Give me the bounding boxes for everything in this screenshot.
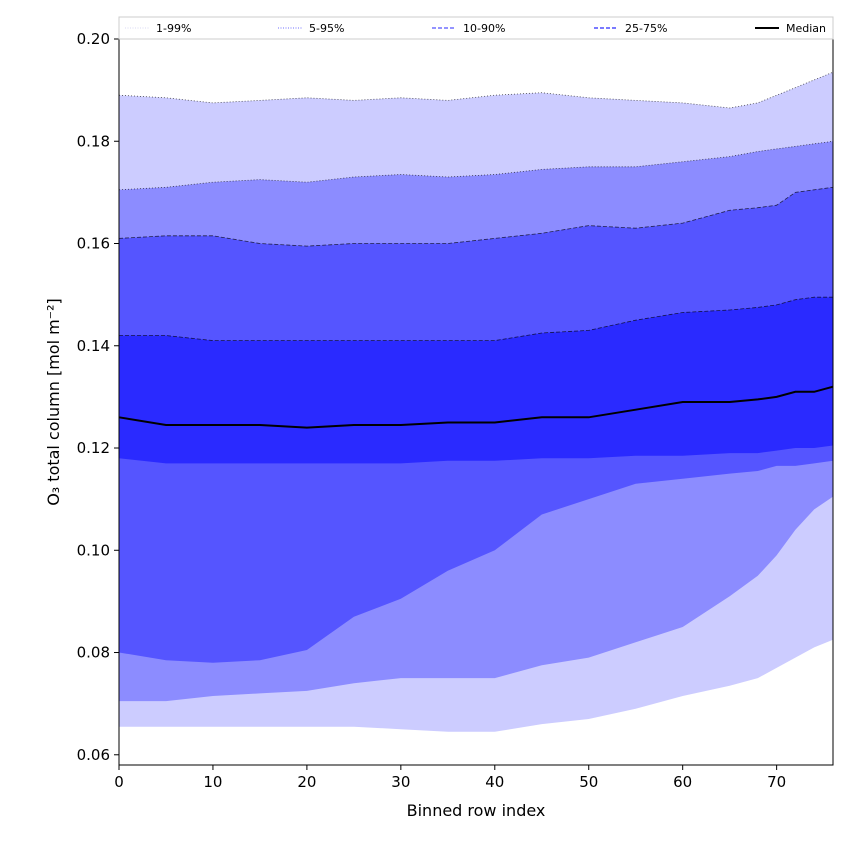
x-tick-label: 50 <box>579 773 598 791</box>
median-layer <box>118 385 834 429</box>
y-tick-label: 0.14 <box>77 337 110 355</box>
x-axis-label: Binned row index <box>407 801 546 820</box>
y-axis-label: O₃ total column [mol m⁻²] <box>44 298 63 506</box>
legend-label: 25-75% <box>625 22 667 35</box>
median-line <box>118 385 834 429</box>
legend-label: 10-90% <box>463 22 505 35</box>
x-tick-label: 30 <box>391 773 410 791</box>
x-tick-label: 70 <box>767 773 786 791</box>
band-edge-5-95% <box>118 140 834 191</box>
x-tick-label: 10 <box>203 773 222 791</box>
y-tick-label: 0.12 <box>77 439 110 457</box>
x-tick-label: 40 <box>485 773 504 791</box>
band-layer <box>118 71 834 732</box>
band-edge-25-75% <box>119 296 833 342</box>
x-axis: 0 10 20 30 40 50 60 70 <box>114 765 786 791</box>
y-tick-label: 0.10 <box>77 541 110 559</box>
x-tick-label: 0 <box>114 773 124 791</box>
band-25-75% <box>119 297 833 464</box>
x-tick-label: 20 <box>297 773 316 791</box>
band-edge-10-90% <box>118 186 834 247</box>
band-edge-1-99% <box>118 71 834 109</box>
legend-label: 5-95% <box>309 22 344 35</box>
legend-label: Median <box>786 22 826 35</box>
y-tick-label: 0.06 <box>77 746 110 764</box>
y-tick-label: 0.16 <box>77 235 110 253</box>
y-tick-label: 0.08 <box>77 644 110 662</box>
y-axis: 0.06 0.08 0.10 0.12 0.14 0.16 0.18 0.20 <box>77 30 119 764</box>
legend: 1-99% 5-95% 10-90% 25-75% Median <box>118 16 834 40</box>
y-tick-label: 0.18 <box>77 132 110 150</box>
x-tick-label: 60 <box>673 773 692 791</box>
legend-label: 1-99% <box>156 22 191 35</box>
legend-box <box>118 16 834 40</box>
y-tick-label: 0.20 <box>77 30 110 48</box>
